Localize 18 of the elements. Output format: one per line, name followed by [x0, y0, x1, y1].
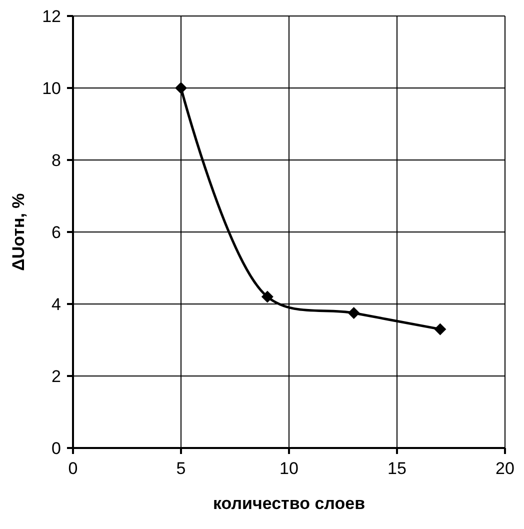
point	[348, 307, 360, 319]
y-tick-label: 12	[42, 6, 61, 26]
y-tick-label: 0	[52, 438, 61, 458]
x-axis-title: количество слоев	[212, 494, 366, 513]
y-tick-label: 10	[42, 78, 61, 98]
point	[434, 323, 446, 336]
x-tick-label: 15	[388, 459, 406, 478]
y-tick-label: 8	[52, 150, 61, 170]
x-tick-label: 20	[496, 459, 514, 478]
x-tick-label: 5	[176, 459, 186, 478]
y-tick-label: 4	[52, 294, 61, 314]
x-tick-label: 0	[68, 459, 78, 478]
y-axis-title: ΔUотн, %	[9, 193, 28, 271]
point	[175, 82, 187, 94]
y-tick-label: 6	[52, 222, 61, 242]
y-tick-label: 2	[52, 366, 61, 386]
point	[261, 290, 274, 303]
x-tick-label: 10	[280, 459, 298, 478]
